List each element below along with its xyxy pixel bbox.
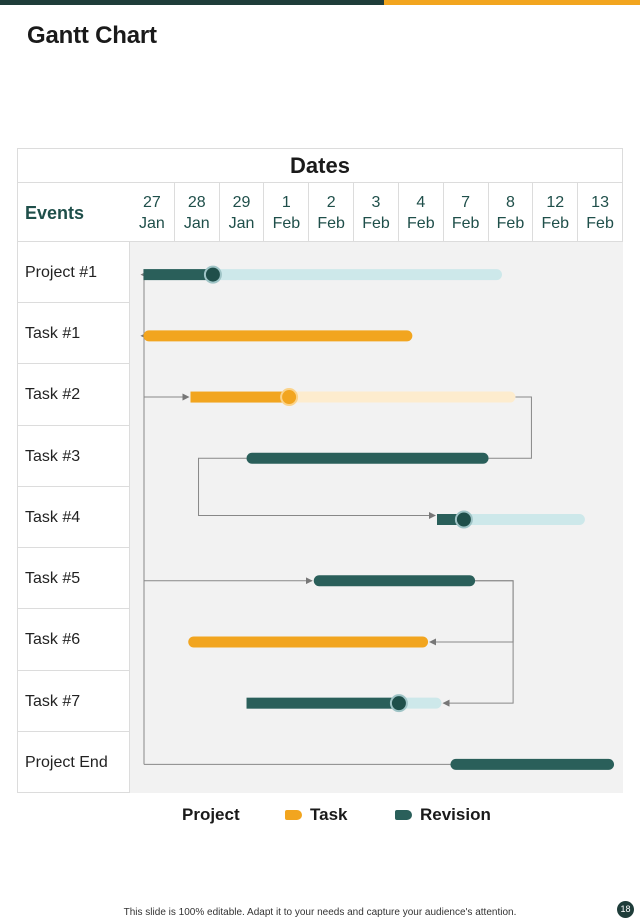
dependency-arrow <box>429 580 514 646</box>
progress-marker <box>389 694 408 713</box>
bar <box>188 636 429 648</box>
date-month-label: Jan <box>183 215 210 232</box>
date-header-cell: 12 Feb <box>533 182 579 242</box>
date-month-label: Feb <box>317 215 345 232</box>
event-label: Task #4 <box>17 486 130 549</box>
date-month-label: Feb <box>586 215 614 232</box>
bar-progress <box>143 269 213 281</box>
date-header-row: 27 Jan 28 Jan 29 Jan 1 Feb 2 Feb 3 Feb 4 Feb 7 Feb 8 Feb 1… <box>130 182 623 242</box>
event-label: Project #1 <box>17 242 130 304</box>
bar <box>246 452 489 464</box>
date-header-cell: 13 Feb <box>578 182 623 242</box>
date-month-label: Feb <box>541 215 570 232</box>
date-day-label: 3 <box>371 194 381 211</box>
date-header-cell: 1 Feb <box>264 182 310 242</box>
revision-swatch-icon <box>395 810 412 820</box>
date-header-cell: 4 Feb <box>398 182 444 242</box>
event-label: Task #3 <box>17 425 130 487</box>
date-day-label: 1 <box>281 194 291 211</box>
legend: Project Task Revision <box>0 804 640 828</box>
bar-remaining <box>437 514 585 525</box>
date-month-label: Jan <box>228 215 255 232</box>
date-header-cell: 29 Jan <box>219 182 265 242</box>
bar-remaining <box>143 269 502 281</box>
event-label: Task #7 <box>17 670 130 732</box>
date-month-label: Feb <box>407 215 435 232</box>
gantt-table: Dates Events 27 Jan 28 Jan 29 Jan 1 Feb 2 Feb 3 Feb… <box>17 148 623 793</box>
date-day-label: 13 <box>591 194 609 211</box>
bar <box>143 330 413 342</box>
date-header-cell: 8 Feb <box>488 182 534 242</box>
footer-note: This slide is 100% editable. Adapt it to… <box>123 907 517 918</box>
event-label: Task #2 <box>17 364 130 426</box>
date-header-cell: 7 Feb <box>443 182 489 242</box>
event-label: Task #6 <box>17 609 130 671</box>
bar-progress <box>437 514 464 525</box>
dependency-connector <box>488 396 532 459</box>
date-header-cell: 3 Feb <box>354 182 399 242</box>
events-header: Events <box>17 182 130 242</box>
bar <box>313 575 476 587</box>
dependency-arrow <box>198 457 437 519</box>
date-header-cell: 28 Jan <box>174 182 220 242</box>
legend-item-project: Project <box>182 805 240 824</box>
date-day-label: 2 <box>326 194 336 211</box>
chart-plot-area <box>130 242 623 793</box>
progress-marker <box>280 388 299 407</box>
progress-marker <box>203 265 222 284</box>
legend-item-revision: Revision <box>420 805 491 824</box>
date-month-label: Feb <box>451 215 480 232</box>
progress-marker <box>454 510 473 529</box>
date-day-label: 27 <box>143 194 161 211</box>
gantt-svg <box>140 265 615 770</box>
date-day-label: 12 <box>546 194 565 211</box>
date-month-label: Jan <box>139 215 165 232</box>
page-number-badge: 18 <box>617 901 634 918</box>
bar-progress <box>190 391 290 403</box>
date-day-label: 4 <box>416 194 426 211</box>
date-month-label: Feb <box>362 215 390 232</box>
date-month-label: Feb <box>272 215 301 232</box>
date-month-label: Feb <box>496 215 525 232</box>
date-day-label: 29 <box>232 194 251 211</box>
event-label: Task #1 <box>17 303 130 365</box>
date-header-cell: 2 Feb <box>309 182 355 242</box>
page-title: Gantt Chart <box>27 22 157 49</box>
top-accent-bar-dark <box>0 0 384 5</box>
top-accent-bar-gold <box>384 0 640 5</box>
date-day-label: 8 <box>505 194 515 211</box>
date-day-label: 28 <box>187 194 206 211</box>
event-label: Task #5 <box>17 548 130 610</box>
legend-item-task: Task <box>310 805 348 824</box>
bar <box>450 758 615 770</box>
event-label: Project End <box>17 731 130 793</box>
task-swatch-icon <box>285 810 302 820</box>
dates-header: Dates <box>17 148 623 182</box>
dependency-arrow <box>442 580 514 707</box>
date-header-cell: 27 Jan <box>130 182 175 242</box>
bar-progress <box>246 697 399 709</box>
date-day-label: 7 <box>461 194 471 211</box>
